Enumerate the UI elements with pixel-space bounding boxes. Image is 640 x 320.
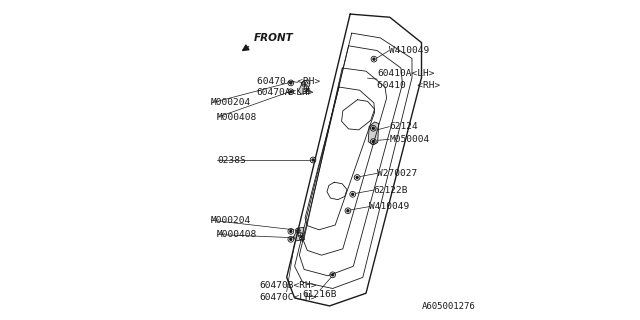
Polygon shape — [368, 122, 379, 145]
Circle shape — [290, 91, 292, 93]
Circle shape — [312, 159, 314, 161]
Text: 62124: 62124 — [389, 122, 418, 131]
Text: 60470A<LH>: 60470A<LH> — [257, 88, 314, 97]
Text: M000204: M000204 — [211, 99, 251, 108]
Polygon shape — [294, 227, 304, 241]
Circle shape — [290, 238, 292, 240]
Circle shape — [290, 82, 292, 84]
Text: 62122B: 62122B — [373, 186, 408, 195]
Text: 60470C<LH>: 60470C<LH> — [260, 293, 317, 302]
Text: M050004: M050004 — [389, 135, 429, 144]
Circle shape — [356, 176, 358, 179]
Circle shape — [351, 193, 354, 195]
Text: M000408: M000408 — [217, 113, 257, 122]
Text: 60470  <RH>: 60470 <RH> — [257, 77, 320, 86]
Circle shape — [373, 58, 375, 60]
Text: A605001276: A605001276 — [422, 302, 476, 311]
Text: 61216B: 61216B — [303, 290, 337, 299]
Text: M000204: M000204 — [211, 216, 251, 225]
Text: 60410A<LH>: 60410A<LH> — [377, 68, 435, 77]
Text: FRONT: FRONT — [253, 33, 293, 43]
Text: W410049: W410049 — [369, 202, 410, 211]
Circle shape — [332, 274, 333, 276]
Text: M000408: M000408 — [217, 230, 257, 239]
Polygon shape — [298, 80, 310, 94]
Circle shape — [372, 127, 374, 129]
Text: 0238S: 0238S — [217, 156, 246, 164]
Text: W410049: W410049 — [389, 46, 429, 55]
Text: 60470B<RH>: 60470B<RH> — [260, 281, 317, 291]
Text: W270027: W270027 — [377, 169, 417, 178]
Circle shape — [290, 230, 292, 232]
Text: 60410  <RH>: 60410 <RH> — [377, 81, 440, 90]
Circle shape — [372, 140, 374, 143]
Circle shape — [347, 210, 349, 212]
